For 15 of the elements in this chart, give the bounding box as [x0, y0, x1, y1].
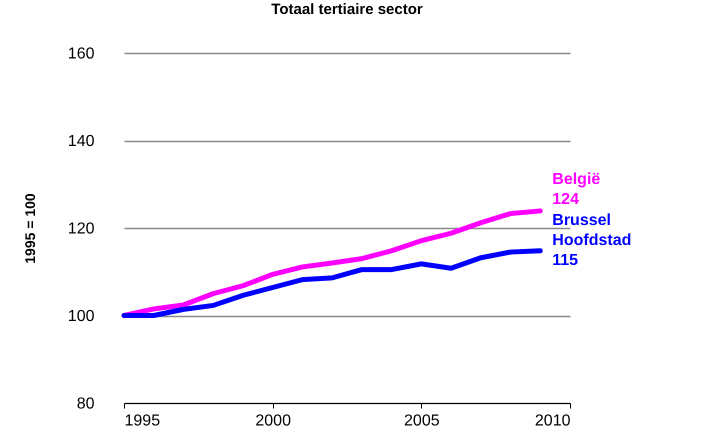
y-tick-label: 80: [76, 396, 95, 412]
y-tick-label: 120: [68, 220, 95, 238]
chart-title: Totaal tertiaire sector: [271, 1, 423, 18]
x-tick-label: 2000: [255, 412, 292, 430]
y-tick-label: 160: [68, 46, 95, 62]
x-tick-label: 2010: [534, 412, 571, 430]
x-tick-label: 1995: [124, 412, 160, 430]
x-tick-label: 2005: [404, 412, 440, 430]
y-tick-label: 100: [68, 308, 95, 325]
series-label: België: [552, 170, 600, 188]
y-axis-title: 1995 = 100: [22, 193, 38, 264]
y-tick-label: 140: [68, 133, 95, 150]
data-label: 115: [552, 252, 578, 269]
series-label: Brussel Hoofdstad: [552, 212, 632, 249]
data-label: 124: [552, 190, 580, 208]
